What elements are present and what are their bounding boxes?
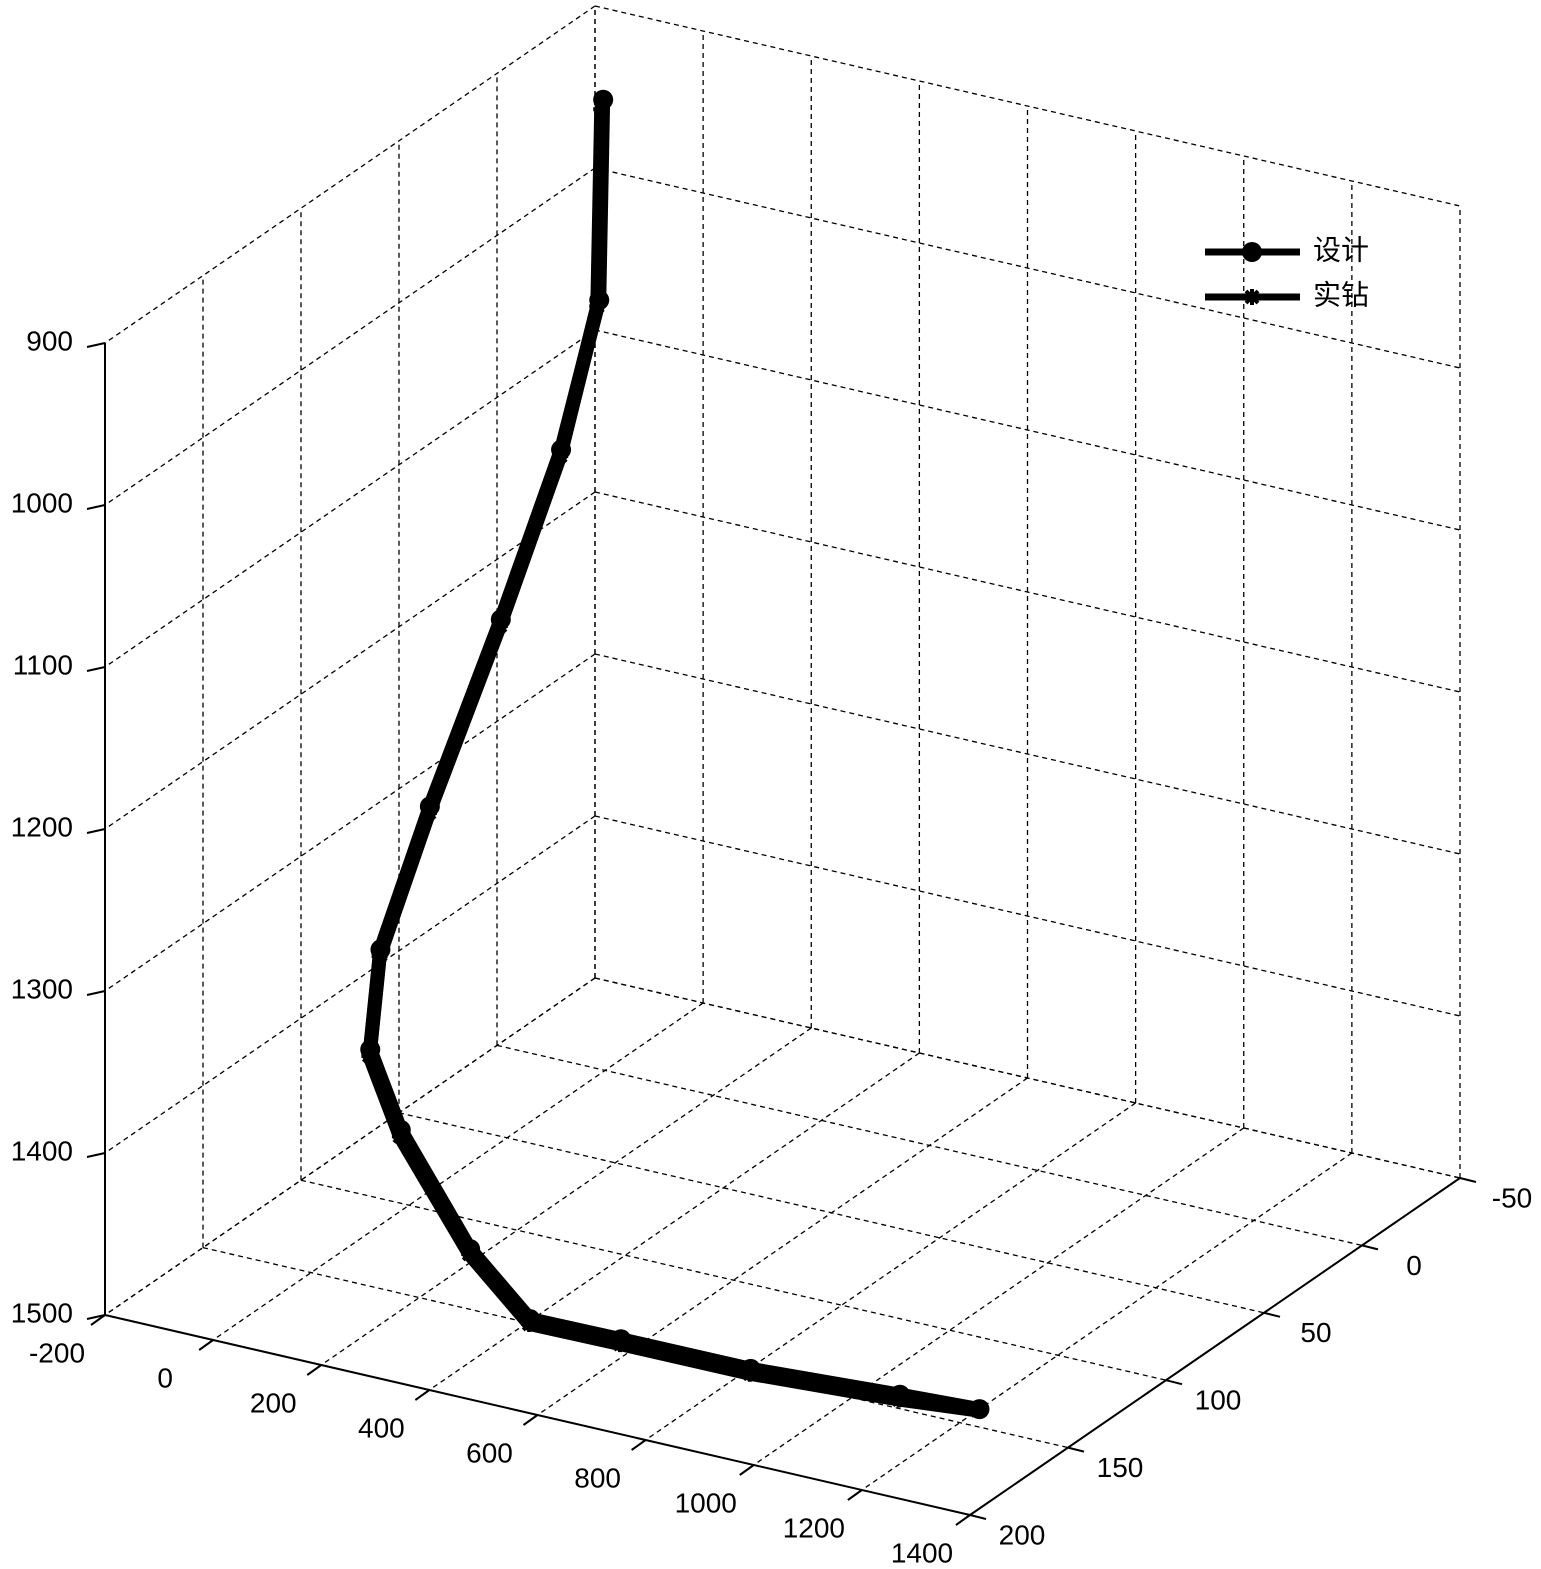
z-tick [86, 1152, 106, 1158]
y-tick [969, 1514, 987, 1520]
y-tick-label: -50 [1492, 1182, 1532, 1213]
x-tick-label: 1000 [675, 1487, 737, 1518]
marker [1244, 289, 1260, 305]
grid-line [537, 1077, 1028, 1416]
z-tick [86, 342, 106, 348]
grid-line [594, 653, 1461, 855]
grid-line [398, 1112, 1265, 1314]
marker [361, 1047, 378, 1064]
grid-line [104, 653, 596, 992]
x-tick [198, 1339, 214, 1351]
marker [371, 947, 388, 964]
grid-line [594, 977, 1461, 1179]
y-tick-label: 100 [1195, 1385, 1242, 1416]
z-tick-label: 1500 [11, 1297, 73, 1328]
grid-line [104, 329, 596, 668]
x-tick-label: 0 [157, 1362, 173, 1393]
grid-line [594, 815, 1461, 1017]
grid-line [645, 1102, 1136, 1441]
y-tick [1263, 1311, 1281, 1318]
series-line [362, 102, 985, 1418]
grid-line [104, 815, 596, 1154]
z-tick [86, 1314, 106, 1320]
x-tick [90, 1314, 106, 1326]
grid-line [104, 5, 596, 344]
marker [612, 1336, 629, 1353]
x-tick [306, 1364, 322, 1376]
y-tick [1165, 1379, 1183, 1386]
x-tick-label: -200 [29, 1337, 85, 1368]
y-tick [1459, 1177, 1477, 1183]
x-tick [522, 1414, 539, 1426]
marker [391, 1128, 408, 1145]
grid-line [104, 977, 596, 1316]
legend-label: 实钻 [1313, 279, 1369, 310]
grid-line [594, 329, 1461, 531]
x-tick [414, 1389, 430, 1401]
x-tick [955, 1514, 971, 1526]
grid-line [753, 1127, 1245, 1466]
z-tick-label: 1400 [11, 1135, 73, 1166]
z-tick [86, 828, 106, 834]
z-tick [86, 504, 106, 510]
z-tick [86, 666, 106, 672]
y-axis [969, 1177, 1461, 1516]
grid-line [496, 1044, 1363, 1247]
x-tick [847, 1489, 863, 1501]
x-tick-label: 1200 [783, 1512, 845, 1543]
z-tick-label: 1200 [11, 811, 73, 842]
marker [521, 1315, 538, 1332]
grid-line [320, 1027, 812, 1366]
x-tick-label: 200 [250, 1387, 297, 1418]
grid-line [429, 1052, 920, 1391]
z-tick-label: 1300 [11, 973, 73, 1004]
grid-line [104, 167, 596, 506]
y-tick-label: 200 [999, 1519, 1046, 1550]
marker [741, 1365, 758, 1382]
marker [491, 617, 508, 634]
z-tick-label: 1000 [11, 487, 73, 518]
grid-line [594, 167, 1461, 369]
y-tick [1361, 1244, 1379, 1251]
z-tick-label: 1100 [13, 649, 73, 680]
x-tick-label: 600 [466, 1437, 513, 1468]
y-tick-label: 0 [1406, 1250, 1422, 1281]
x-tick-label: 1400 [891, 1537, 953, 1568]
x-tick-label: 800 [574, 1462, 621, 1493]
y-tick [1067, 1446, 1085, 1453]
x-tick-label: 400 [358, 1412, 405, 1443]
grid-line [594, 5, 1461, 207]
grid-line [212, 1002, 704, 1341]
y-tick-label: 150 [1097, 1452, 1144, 1483]
marker [461, 1245, 478, 1262]
marker [593, 101, 610, 118]
marker [1242, 242, 1262, 262]
z-tick-label: 900 [26, 325, 73, 356]
z-tick [86, 990, 106, 996]
y-tick-label: 50 [1300, 1317, 1331, 1348]
marker [969, 1402, 986, 1419]
x-tick [739, 1464, 755, 1476]
marker [891, 1391, 908, 1408]
marker [420, 804, 437, 821]
grid-line [861, 1152, 1353, 1491]
grid-line [104, 491, 596, 830]
legend-label: 设计 [1313, 234, 1369, 265]
grid-line [594, 491, 1461, 693]
x-tick [631, 1439, 647, 1451]
marker [589, 298, 606, 315]
marker [552, 448, 569, 465]
